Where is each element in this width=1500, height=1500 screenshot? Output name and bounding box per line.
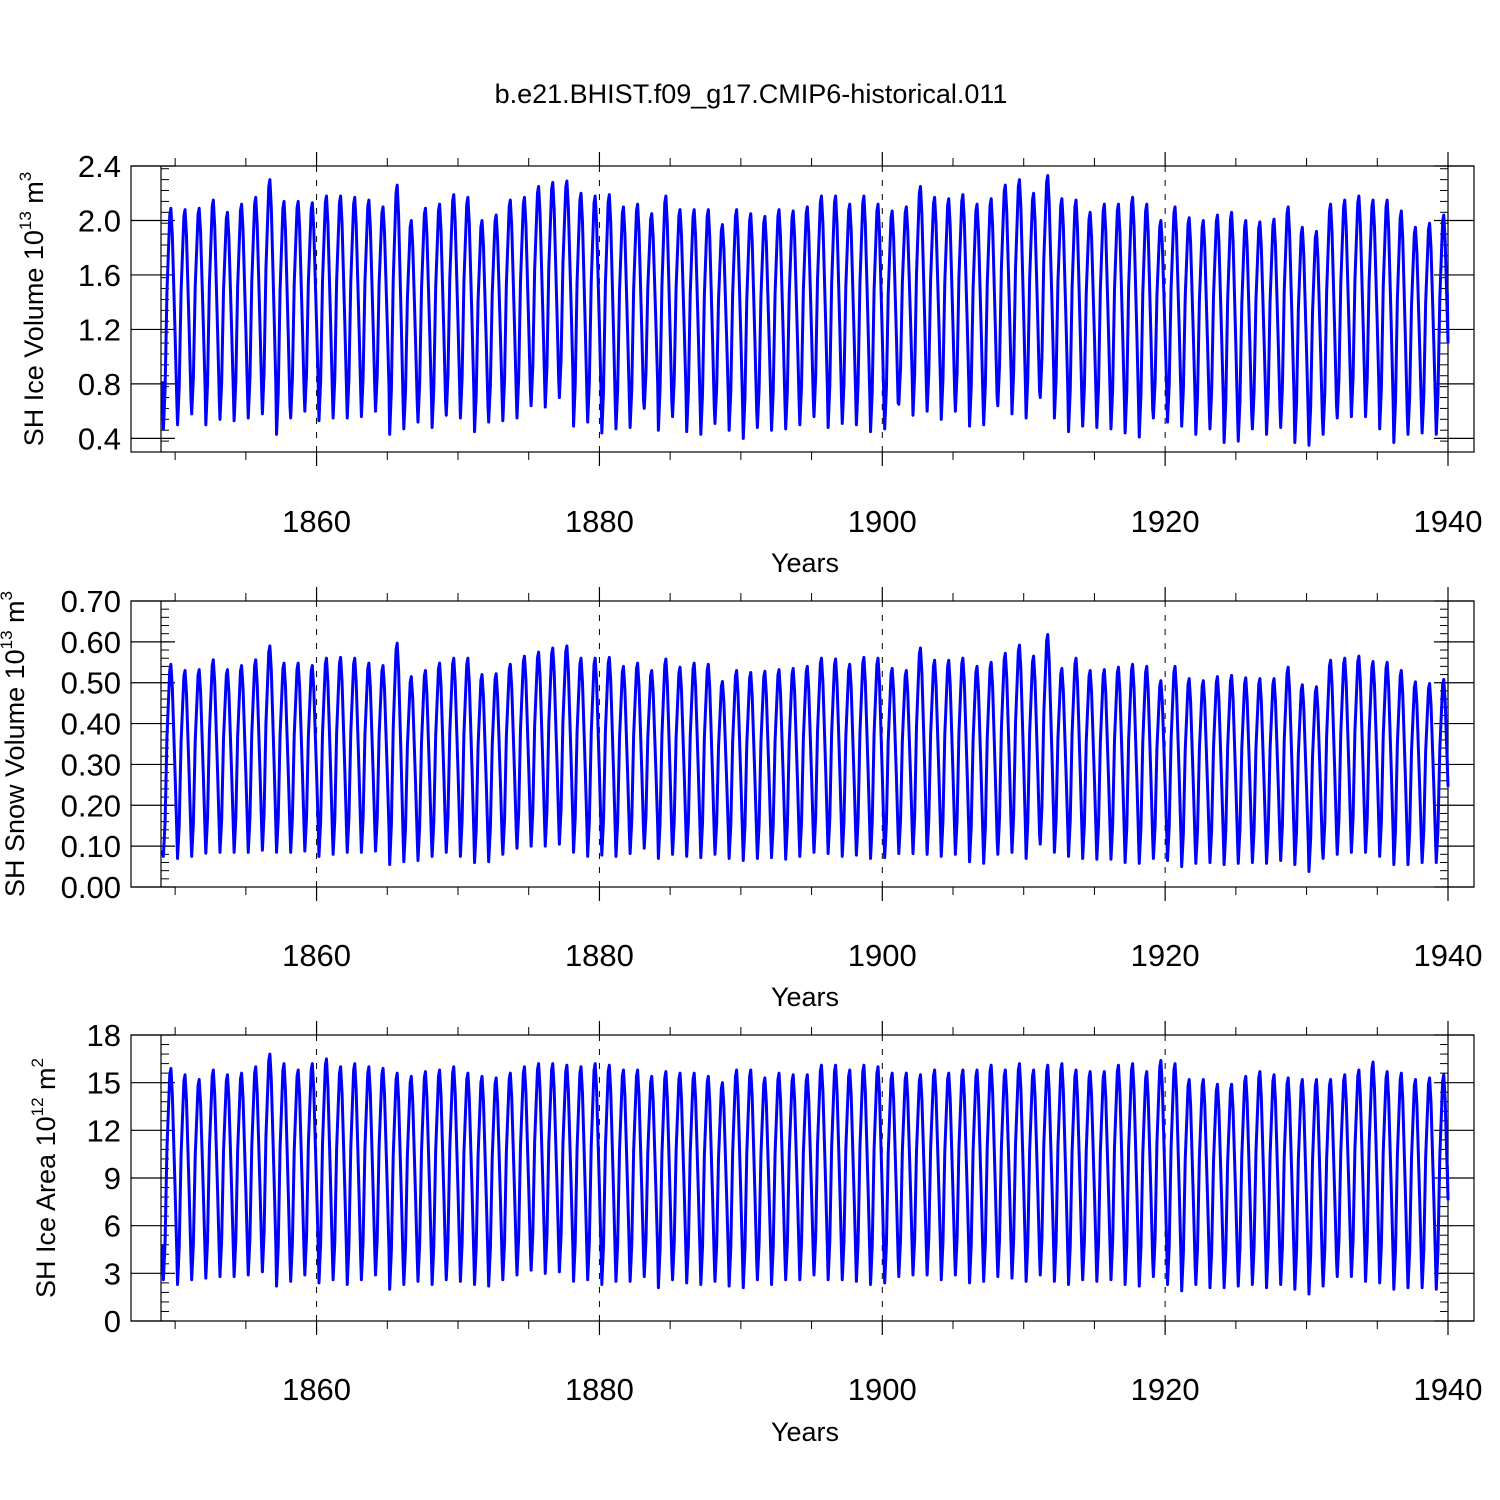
x-tick-label: 1900 [848, 938, 917, 973]
y-axis-label: SH Ice Area 1012 m2 [28, 1058, 61, 1298]
y-tick-label: 0.60 [61, 625, 121, 660]
x-tick-label: 1920 [1131, 1372, 1200, 1407]
x-tick-label: 1900 [848, 1372, 917, 1407]
x-tick-label: 1920 [1131, 938, 1200, 973]
x-tick-label: 1900 [848, 504, 917, 539]
series-line-snow-volume [160, 633, 1450, 873]
x-tick-label: 1880 [565, 504, 634, 539]
y-tick-label: 0.70 [61, 584, 121, 619]
plot-frame [130, 165, 1475, 453]
y-tick-label: 0.50 [61, 666, 121, 701]
panels: 1860 1880 1900 1920 19400.40.81.21.62.02.4Ye… [0, 149, 1482, 1447]
y-tick-label: 0.00 [61, 870, 121, 905]
x-tick-label: 1880 [565, 938, 634, 973]
y-tick-label: 0.20 [61, 788, 121, 823]
y-tick-label: 9 [104, 1161, 121, 1196]
y-tick-label: 0 [104, 1304, 121, 1339]
y-tick-label: 3 [104, 1256, 121, 1291]
y-axis-label: SH Ice Volume 1013 m3 [16, 172, 49, 447]
y-tick-label: 1.2 [78, 312, 121, 347]
x-axis-label: Years [771, 1417, 839, 1447]
series-line-ice-area [160, 1052, 1450, 1296]
panel-snow-volume: 1860 1880 1900 1920 1940 0.00 0.10 0.20 0.30 0.40… [0, 584, 1482, 1012]
x-tick-label: 1860 [282, 938, 351, 973]
y-tick-label: 1.6 [78, 258, 121, 293]
x-tick-label: 1860 [282, 504, 351, 539]
panel-ice-volume: 1860 1880 1900 1920 1940 0.4 0.8 1.2 1.6 2.0 2.4 Ye… [16, 149, 1482, 578]
panel-ice-area: 1860 1880 1900 1920 1940 0 3 6 9 12 15 18 Years SH Ic… [28, 1018, 1482, 1447]
y-tick-label: 2.0 [78, 203, 121, 238]
x-tick-label: 1920 [1131, 504, 1200, 539]
y-axis-label: SH Snow Volume 1013 m3 [0, 591, 30, 897]
figure-title: b.e21.BHIST.f09_g17.CMIP6-historical.011 [495, 79, 1008, 109]
y-tick-label: 0.4 [78, 421, 121, 456]
x-tick-label: 1880 [565, 1372, 634, 1407]
x-tick-label: 1940 [1414, 938, 1483, 973]
y-tick-label: 0.8 [78, 367, 121, 402]
x-axis-label: Years [771, 982, 839, 1012]
series-line-ice-volume [160, 174, 1450, 447]
x-tick-label: 1940 [1414, 1372, 1483, 1407]
x-tick-label: 1940 [1414, 504, 1483, 539]
y-tick-label: 0.30 [61, 747, 121, 782]
x-tick-label: 1860 [282, 1372, 351, 1407]
y-tick-label: 2.4 [78, 149, 121, 184]
y-tick-label: 15 [87, 1066, 121, 1101]
y-tick-label: 0.40 [61, 707, 121, 742]
y-tick-label: 6 [104, 1209, 121, 1244]
plot-frame [130, 600, 1475, 888]
y-tick-label: 12 [87, 1113, 121, 1148]
y-tick-label: 18 [87, 1018, 121, 1053]
y-tick-label: 0.10 [61, 829, 121, 864]
x-axis-label: Years [771, 548, 839, 578]
